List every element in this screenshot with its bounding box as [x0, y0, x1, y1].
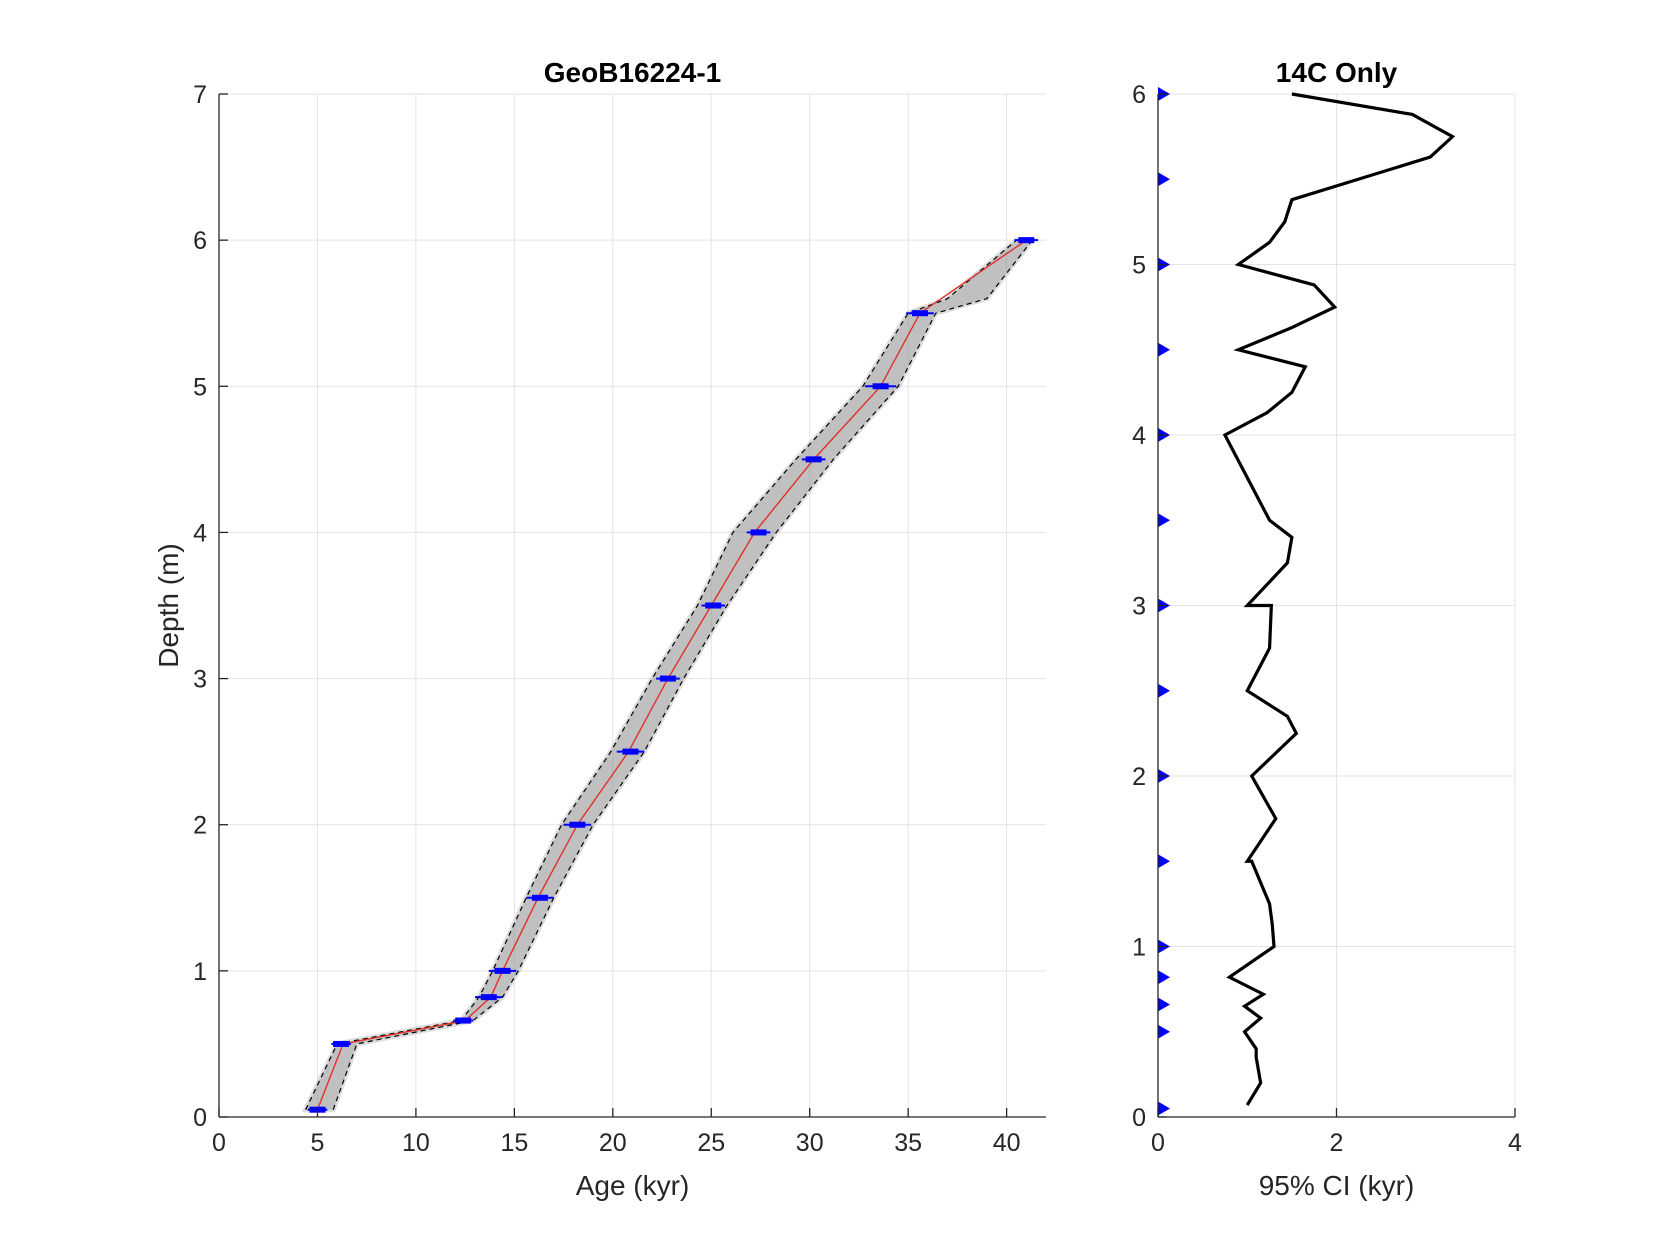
age-depth-panel: 0 5 10 15 20 25 30 35 40 0 1 2 3 4 5 6 7 GeoB16224-1 Ag…: [153, 57, 1046, 1201]
y-tick-label: 4: [193, 519, 207, 547]
y-tick-label: 5: [1132, 252, 1146, 280]
control-depth-marker: [1158, 1024, 1170, 1039]
age-control-marker: [750, 529, 767, 536]
ci-x-axis-label: 95% CI (kyr): [1259, 1170, 1415, 1201]
x-tick-label: 2: [1330, 1129, 1344, 1157]
control-depth-marker: [1158, 1101, 1170, 1116]
y-tick-label: 1: [193, 958, 207, 986]
control-depth-marker: [1158, 513, 1170, 528]
age-control-marker: [569, 821, 586, 828]
ci-title: 14C Only: [1276, 57, 1398, 88]
age-control-marker: [805, 456, 822, 463]
age-depth-x-axis-label: Age (kyr): [576, 1170, 690, 1201]
age-control-marker: [705, 602, 722, 609]
ci-panel: 0 2 4 0 1 2 3 4 5 6 14C Only 95% CI (kyr): [1132, 57, 1522, 1201]
lower-95-bound-line: [305, 239, 1017, 1110]
y-tick-label: 7: [193, 81, 207, 109]
age-control-point: [488, 967, 517, 974]
age-control-point: [656, 675, 680, 682]
y-tick-label: 1: [1132, 934, 1146, 962]
age-depth-x-tick-labels: 0 5 10 15 20 25 30 35 40: [212, 1129, 1020, 1157]
age-control-point: [474, 994, 503, 1001]
y-tick-label: 5: [193, 373, 207, 401]
age-control-point: [864, 383, 897, 390]
y-tick-label: 4: [1132, 422, 1146, 450]
ci-y-tick-labels: 0 1 2 3 4 5 6: [1132, 81, 1146, 1132]
x-tick-label: 10: [402, 1129, 430, 1157]
control-depth-marker: [1158, 997, 1170, 1012]
x-tick-label: 20: [599, 1129, 627, 1157]
age-control-marker: [622, 748, 639, 755]
age-control-point: [616, 748, 645, 755]
age-control-marker: [333, 1040, 350, 1047]
x-tick-label: 35: [894, 1129, 922, 1157]
age-control-marker: [455, 1017, 472, 1024]
age-control-marker: [494, 967, 511, 974]
x-tick-label: 4: [1508, 1129, 1522, 1157]
y-tick-label: 2: [193, 812, 207, 840]
age-control-point: [746, 529, 771, 536]
upper-95-bound-line: [332, 239, 1033, 1110]
age-control-point: [453, 1017, 474, 1024]
age-control-point: [701, 602, 726, 609]
x-tick-label: 25: [697, 1129, 725, 1157]
x-tick-label: 0: [1151, 1129, 1165, 1157]
x-tick-label: 5: [310, 1129, 324, 1157]
ci-axes: [1157, 93, 1516, 1118]
age-depth-y-tick-labels: 0 1 2 3 4 5 6 7: [193, 81, 207, 1132]
y-tick-label: 6: [193, 227, 207, 255]
age-control-marker: [659, 675, 676, 682]
age-control-marker: [531, 894, 548, 901]
age-control-point: [801, 456, 826, 463]
y-tick-label: 6: [1132, 81, 1146, 109]
age-control-point: [1014, 237, 1039, 244]
ci-data: [1158, 87, 1456, 1116]
age-control-point: [906, 310, 934, 317]
y-tick-label: 2: [1132, 763, 1146, 791]
control-depth-marker: [1158, 342, 1170, 357]
age-control-point: [331, 1040, 351, 1047]
control-depth-marker: [1158, 172, 1170, 187]
age-control-marker: [1018, 237, 1035, 244]
age-depth-plot-area: [219, 94, 1046, 1117]
ci-x-tick-labels: 0 2 4: [1151, 1129, 1522, 1157]
age-control-point: [526, 894, 554, 901]
age-depth-axes: [218, 93, 1046, 1118]
control-depth-marker: [1158, 970, 1170, 985]
age-control-point: [563, 821, 592, 828]
x-tick-label: 0: [212, 1129, 226, 1157]
x-tick-label: 15: [500, 1129, 528, 1157]
y-tick-label: 3: [193, 666, 207, 694]
age-control-marker: [872, 383, 889, 390]
age-depth-y-axis-label: Depth (m): [153, 543, 184, 667]
y-tick-label: 0: [193, 1104, 207, 1132]
y-tick-label: 0: [1132, 1104, 1146, 1132]
y-tick-label: 3: [1132, 593, 1146, 621]
x-tick-label: 40: [993, 1129, 1021, 1157]
x-tick-label: 30: [796, 1129, 824, 1157]
age-depth-title: GeoB16224-1: [544, 57, 721, 88]
control-depth-marker: [1158, 854, 1170, 869]
control-depth-marker: [1158, 683, 1170, 698]
age-control-marker: [480, 994, 497, 1001]
ci-width-line: [1222, 92, 1456, 1106]
age-control-marker: [911, 310, 928, 317]
